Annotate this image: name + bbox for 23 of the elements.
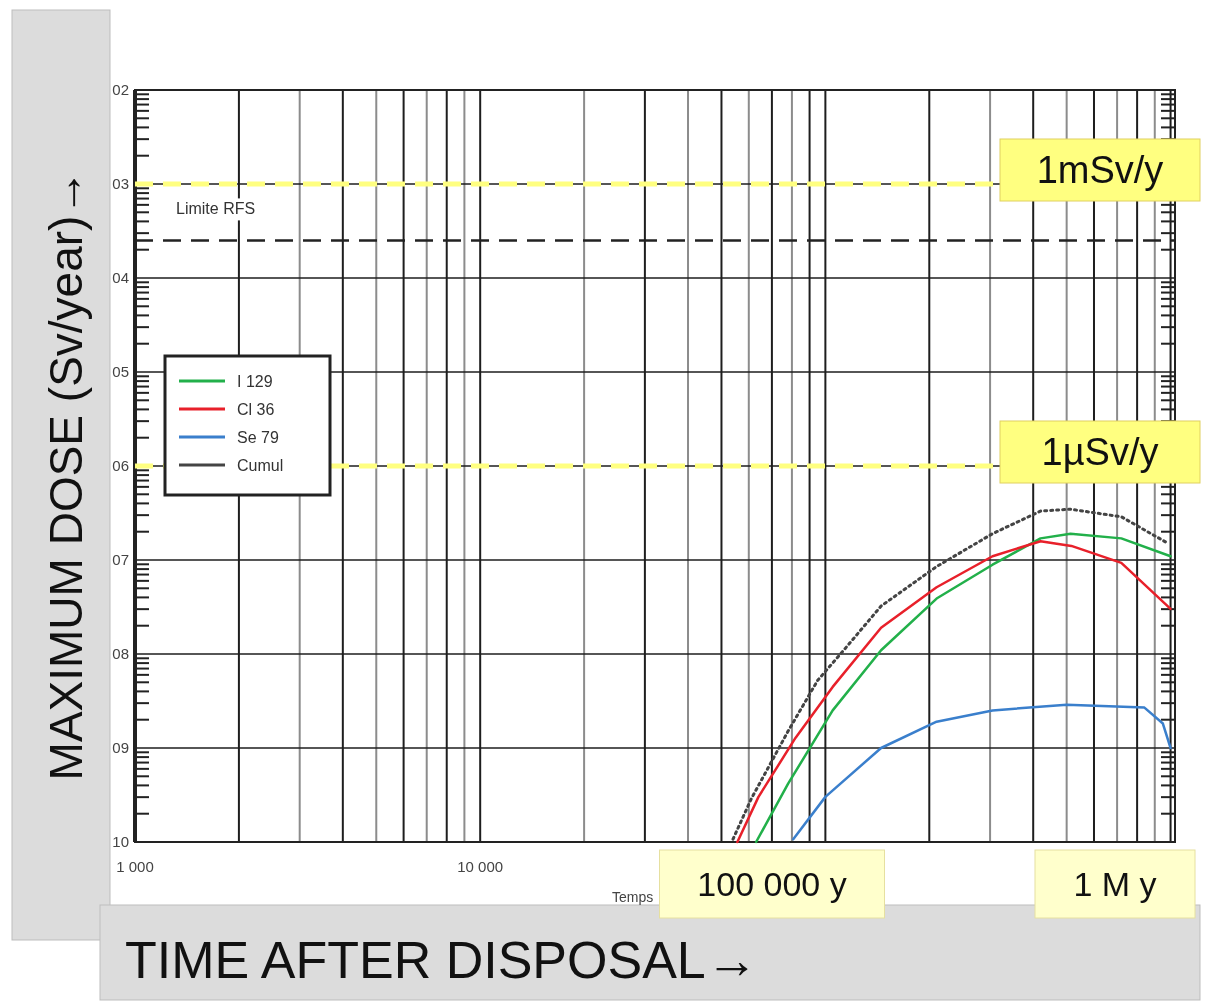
y-tick-label: 09 [112,739,129,757]
y-tick-label: 02 [112,81,129,99]
text: 100 000 y [697,864,847,903]
text: Temps [612,889,654,905]
text: 1 M y [1073,864,1157,903]
x-axis-title: TIME AFTER DISPOSAL→ [125,931,758,989]
x-tick-label: 10 000 [457,858,504,875]
legend-label: I 129 [237,372,273,390]
y-tick-label: 08 [112,645,129,663]
legend-label: Cumul [237,456,284,474]
y-tick-label: 03 [112,175,129,193]
y-tick-label: 10 [112,833,129,851]
legend-label: Cl 36 [237,400,275,418]
y-tick-label: 07 [112,551,129,569]
y-tick-label: 04 [112,269,129,287]
y-axis-title: MAXIMUM DOSE (Sv/year)→ [40,169,92,781]
x-tick-label: 1 000 [116,858,154,875]
y-tick-label: 05 [112,363,129,381]
ref-line-label: Limite RFS [176,200,256,218]
ref-line-label: 1µSv/y [1041,431,1159,474]
y-tick-label: 06 [112,457,129,475]
legend-label: Se 79 [237,428,279,446]
ref-line-label: 1mSv/y [1036,149,1164,192]
